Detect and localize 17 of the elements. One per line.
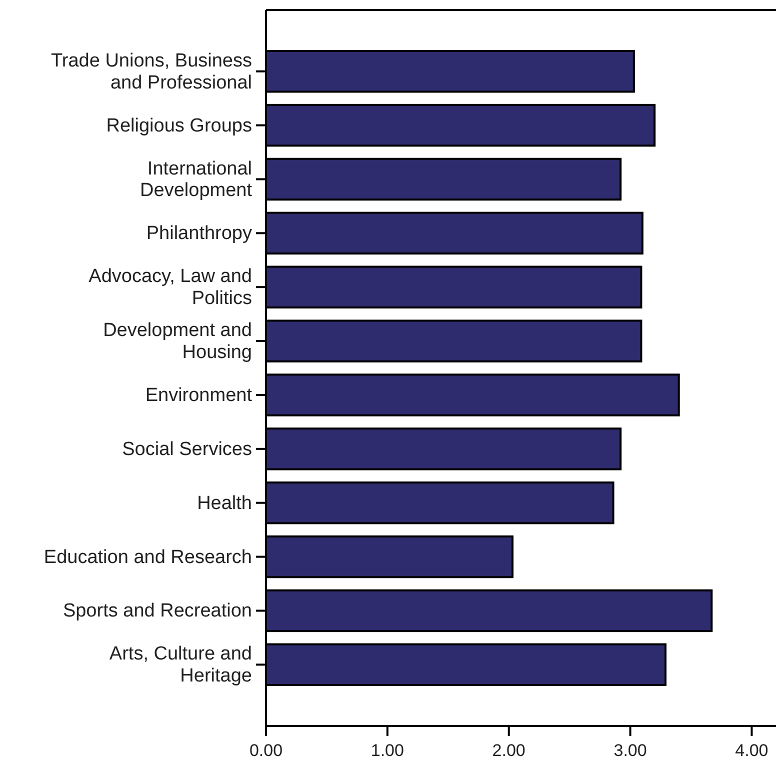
y-tick-label: Environment	[145, 384, 253, 406]
y-tick-label: Sports and Recreation	[62, 600, 252, 622]
x-tick-label: 0.00	[249, 741, 283, 760]
x-tick-label: 3.00	[614, 741, 647, 760]
y-tick-label: Advocacy, Law and Politics	[88, 266, 252, 309]
y-tick-label: Religious Groups	[106, 114, 252, 136]
y-tick-label: International Development	[140, 158, 253, 201]
y-tick-label: Health	[197, 492, 252, 514]
x-tick-label: 1.00	[370, 741, 404, 760]
y-tick-label: Social Services	[122, 438, 252, 460]
x-tick-label: 4.00	[735, 741, 768, 760]
y-tick-label: Trade Unions, Business and Professional	[50, 50, 252, 93]
y-tick-label: Arts, Culture and Heritage	[109, 643, 252, 686]
x-tick-label: 2.00	[492, 741, 526, 760]
y-tick-label: Development and Housing	[103, 320, 252, 362]
y-tick-label: Philanthropy	[146, 222, 252, 244]
y-tick-label: Education and Research	[44, 546, 252, 568]
